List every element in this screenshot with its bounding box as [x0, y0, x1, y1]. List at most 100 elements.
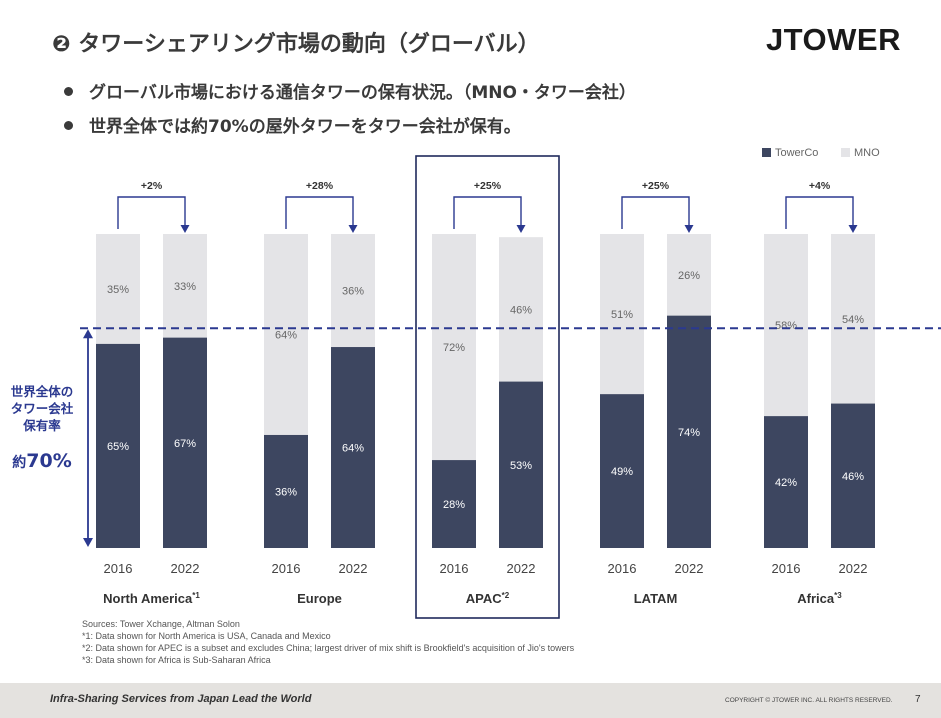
arrow-head-icon [348, 225, 358, 233]
change-arrow [117, 196, 186, 229]
bar-segment-towerco [831, 403, 875, 548]
x-tick-label: 2016 [104, 561, 133, 576]
bar-segment-mno [96, 234, 140, 344]
arrow-head-icon [684, 225, 694, 233]
copyright-text: COPYRIGHT © JTOWER INC. ALL RIGHTS RESER… [725, 697, 893, 704]
arrow-up-icon [83, 329, 93, 339]
bar-segment-mno [163, 234, 207, 338]
footnote-2: *2: Data shown for APEC is a subset and … [82, 643, 575, 653]
data-label-towerco: 53% [510, 460, 532, 472]
group-footnote-marker: *3 [834, 591, 842, 600]
legend-swatch-towerco [762, 148, 771, 157]
data-label-towerco: 28% [443, 499, 465, 511]
x-tick-label: 2016 [608, 561, 637, 576]
footer-tagline: Infra-Sharing Services from Japan Lead t… [50, 693, 312, 705]
change-label: +25% [474, 180, 502, 192]
bar-segment-towerco [264, 434, 308, 548]
change-arrow [785, 196, 854, 229]
callout-value: 約70% [12, 450, 71, 472]
data-label-mno: 51% [611, 309, 633, 321]
bar-segment-towerco [96, 343, 140, 548]
sources-notes: Sources: Tower Xchange, Altman Solon *1:… [82, 618, 574, 666]
legend-label-mno: MNO [854, 147, 880, 159]
data-label-mno: 33% [174, 281, 196, 293]
bar-segment-towerco [163, 337, 207, 548]
callout-text-line: タワー会社 [11, 401, 74, 416]
bar-segment-mno [831, 234, 875, 404]
bar-segment-towerco [432, 460, 476, 548]
bar-segment-towerco [499, 381, 543, 548]
bullet-item: グローバル市場における通信タワーの保有状況。（MNO・タワー会社） [64, 78, 636, 103]
x-tick-label: 2022 [171, 561, 200, 576]
data-label-mno: 26% [678, 270, 700, 282]
change-arrow [621, 196, 690, 229]
data-label-mno: 58% [775, 320, 797, 332]
bullet-dot-icon [64, 86, 73, 96]
x-tick-label: 2016 [440, 561, 469, 576]
bar-segment-mno [432, 234, 476, 461]
stacked-bar-chart: TowerCo MNO 35% 65% 2016 33% 67% 2022 +2% North A… [11, 147, 941, 619]
highlight-frame [415, 155, 560, 619]
data-label-mno: 64% [275, 329, 297, 341]
x-tick-label: 2022 [339, 561, 368, 576]
page-title: ❷ タワーシェアリング市場の動向（グローバル） [52, 32, 540, 57]
footnote-1: *1: Data shown for North America is USA,… [82, 631, 331, 641]
data-label-towerco: 64% [342, 443, 364, 455]
footnote-3: *3: Data shown for Africa is Sub-Saharan… [82, 655, 271, 665]
bar-segment-towerco [331, 347, 375, 548]
change-label: +4% [809, 180, 831, 192]
bullet-dot-icon [64, 120, 73, 130]
bullet-item: 世界全体では約70%の屋外タワーをタワー会社が保有。 [64, 112, 521, 137]
sources-line: Sources: Tower Xchange, Altman Solon [82, 619, 240, 629]
bar-segment-towerco [764, 416, 808, 548]
company-logo: JTOWER [765, 22, 901, 57]
data-label-towerco: 74% [678, 427, 700, 439]
x-tick-label: 2022 [675, 561, 704, 576]
data-label-mno: 35% [107, 284, 129, 296]
bullet-text: グローバル市場における通信タワーの保有状況。（MNO・タワー会社） [89, 83, 636, 103]
page-number: 7 [915, 694, 921, 705]
arrow-head-icon [516, 225, 526, 233]
bar-segment-mno [764, 234, 808, 417]
bar-segment-towerco [600, 394, 644, 548]
data-label-mno: 46% [510, 304, 532, 316]
x-tick-label: 2016 [272, 561, 301, 576]
footer-bar: Infra-Sharing Services from Japan Lead t… [0, 683, 941, 718]
change-label: +28% [306, 180, 334, 192]
x-tick-label: 2022 [839, 561, 868, 576]
x-tick-label: 2022 [507, 561, 536, 576]
data-label-towerco: 49% [611, 466, 633, 478]
bar-segment-mno [264, 234, 308, 435]
group-label: Africa*3 [797, 591, 842, 606]
change-label: +25% [642, 180, 670, 192]
callout-text-line: 保有率 [22, 418, 61, 433]
legend-swatch-mno [841, 148, 850, 157]
group-label: APAC*2 [466, 591, 510, 606]
bar-segment-towerco [667, 315, 711, 548]
group-footnote-marker: *2 [502, 591, 510, 600]
change-arrow [453, 196, 522, 229]
data-label-mno: 54% [842, 314, 864, 326]
arrow-head-icon [180, 225, 190, 233]
change-arrow [285, 196, 354, 229]
bar-segment-mno [600, 234, 644, 395]
data-label-towerco: 67% [174, 438, 196, 450]
group-label: Europe [297, 591, 342, 606]
x-tick-label: 2016 [772, 561, 801, 576]
change-label: +2% [141, 180, 163, 192]
data-label-mno: 72% [443, 342, 465, 354]
bar-segment-mno [499, 237, 543, 382]
data-label-towerco: 46% [842, 471, 864, 483]
bar-segment-mno [667, 234, 711, 316]
callout-value-number: 70% [26, 450, 71, 472]
group-label: LATAM [634, 591, 678, 606]
bullet-text: 世界全体では約70%の屋外タワーをタワー会社が保有。 [89, 117, 521, 137]
arrow-head-icon [848, 225, 858, 233]
data-label-mno: 36% [342, 286, 364, 298]
data-label-towerco: 42% [775, 477, 797, 489]
group-label: North America*1 [103, 591, 200, 606]
callout-text-line: 世界全体の [11, 384, 74, 399]
data-label-towerco: 36% [275, 486, 297, 498]
data-label-towerco: 65% [107, 441, 129, 453]
arrow-down-icon [83, 538, 93, 547]
